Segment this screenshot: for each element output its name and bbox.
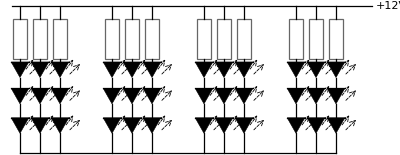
Bar [125,19,139,59]
Bar [33,19,47,59]
Polygon shape [287,62,305,78]
Polygon shape [215,62,233,78]
Polygon shape [307,118,325,133]
Polygon shape [195,118,213,133]
Bar [309,19,323,59]
Polygon shape [235,62,253,78]
Polygon shape [51,88,69,104]
Bar [13,19,27,59]
Polygon shape [11,118,29,133]
Polygon shape [123,62,141,78]
Text: +12V: +12V [376,1,400,11]
Polygon shape [103,88,121,104]
Polygon shape [123,118,141,133]
Bar [145,19,159,59]
Polygon shape [11,88,29,104]
Polygon shape [287,118,305,133]
Polygon shape [143,62,161,78]
Polygon shape [195,88,213,104]
Polygon shape [11,62,29,78]
Polygon shape [103,62,121,78]
Polygon shape [51,118,69,133]
Polygon shape [123,88,141,104]
Polygon shape [215,88,233,104]
Polygon shape [31,62,49,78]
Polygon shape [103,118,121,133]
Polygon shape [215,118,233,133]
Polygon shape [235,118,253,133]
Polygon shape [31,88,49,104]
Polygon shape [327,62,345,78]
Bar [289,19,303,59]
Bar [217,19,231,59]
Polygon shape [143,118,161,133]
Polygon shape [307,62,325,78]
Bar [105,19,119,59]
Bar [53,19,67,59]
Polygon shape [31,118,49,133]
Bar [329,19,343,59]
Polygon shape [51,62,69,78]
Polygon shape [307,88,325,104]
Polygon shape [327,88,345,104]
Bar [197,19,211,59]
Polygon shape [327,118,345,133]
Polygon shape [143,88,161,104]
Polygon shape [195,62,213,78]
Polygon shape [287,88,305,104]
Polygon shape [235,88,253,104]
Bar [237,19,251,59]
